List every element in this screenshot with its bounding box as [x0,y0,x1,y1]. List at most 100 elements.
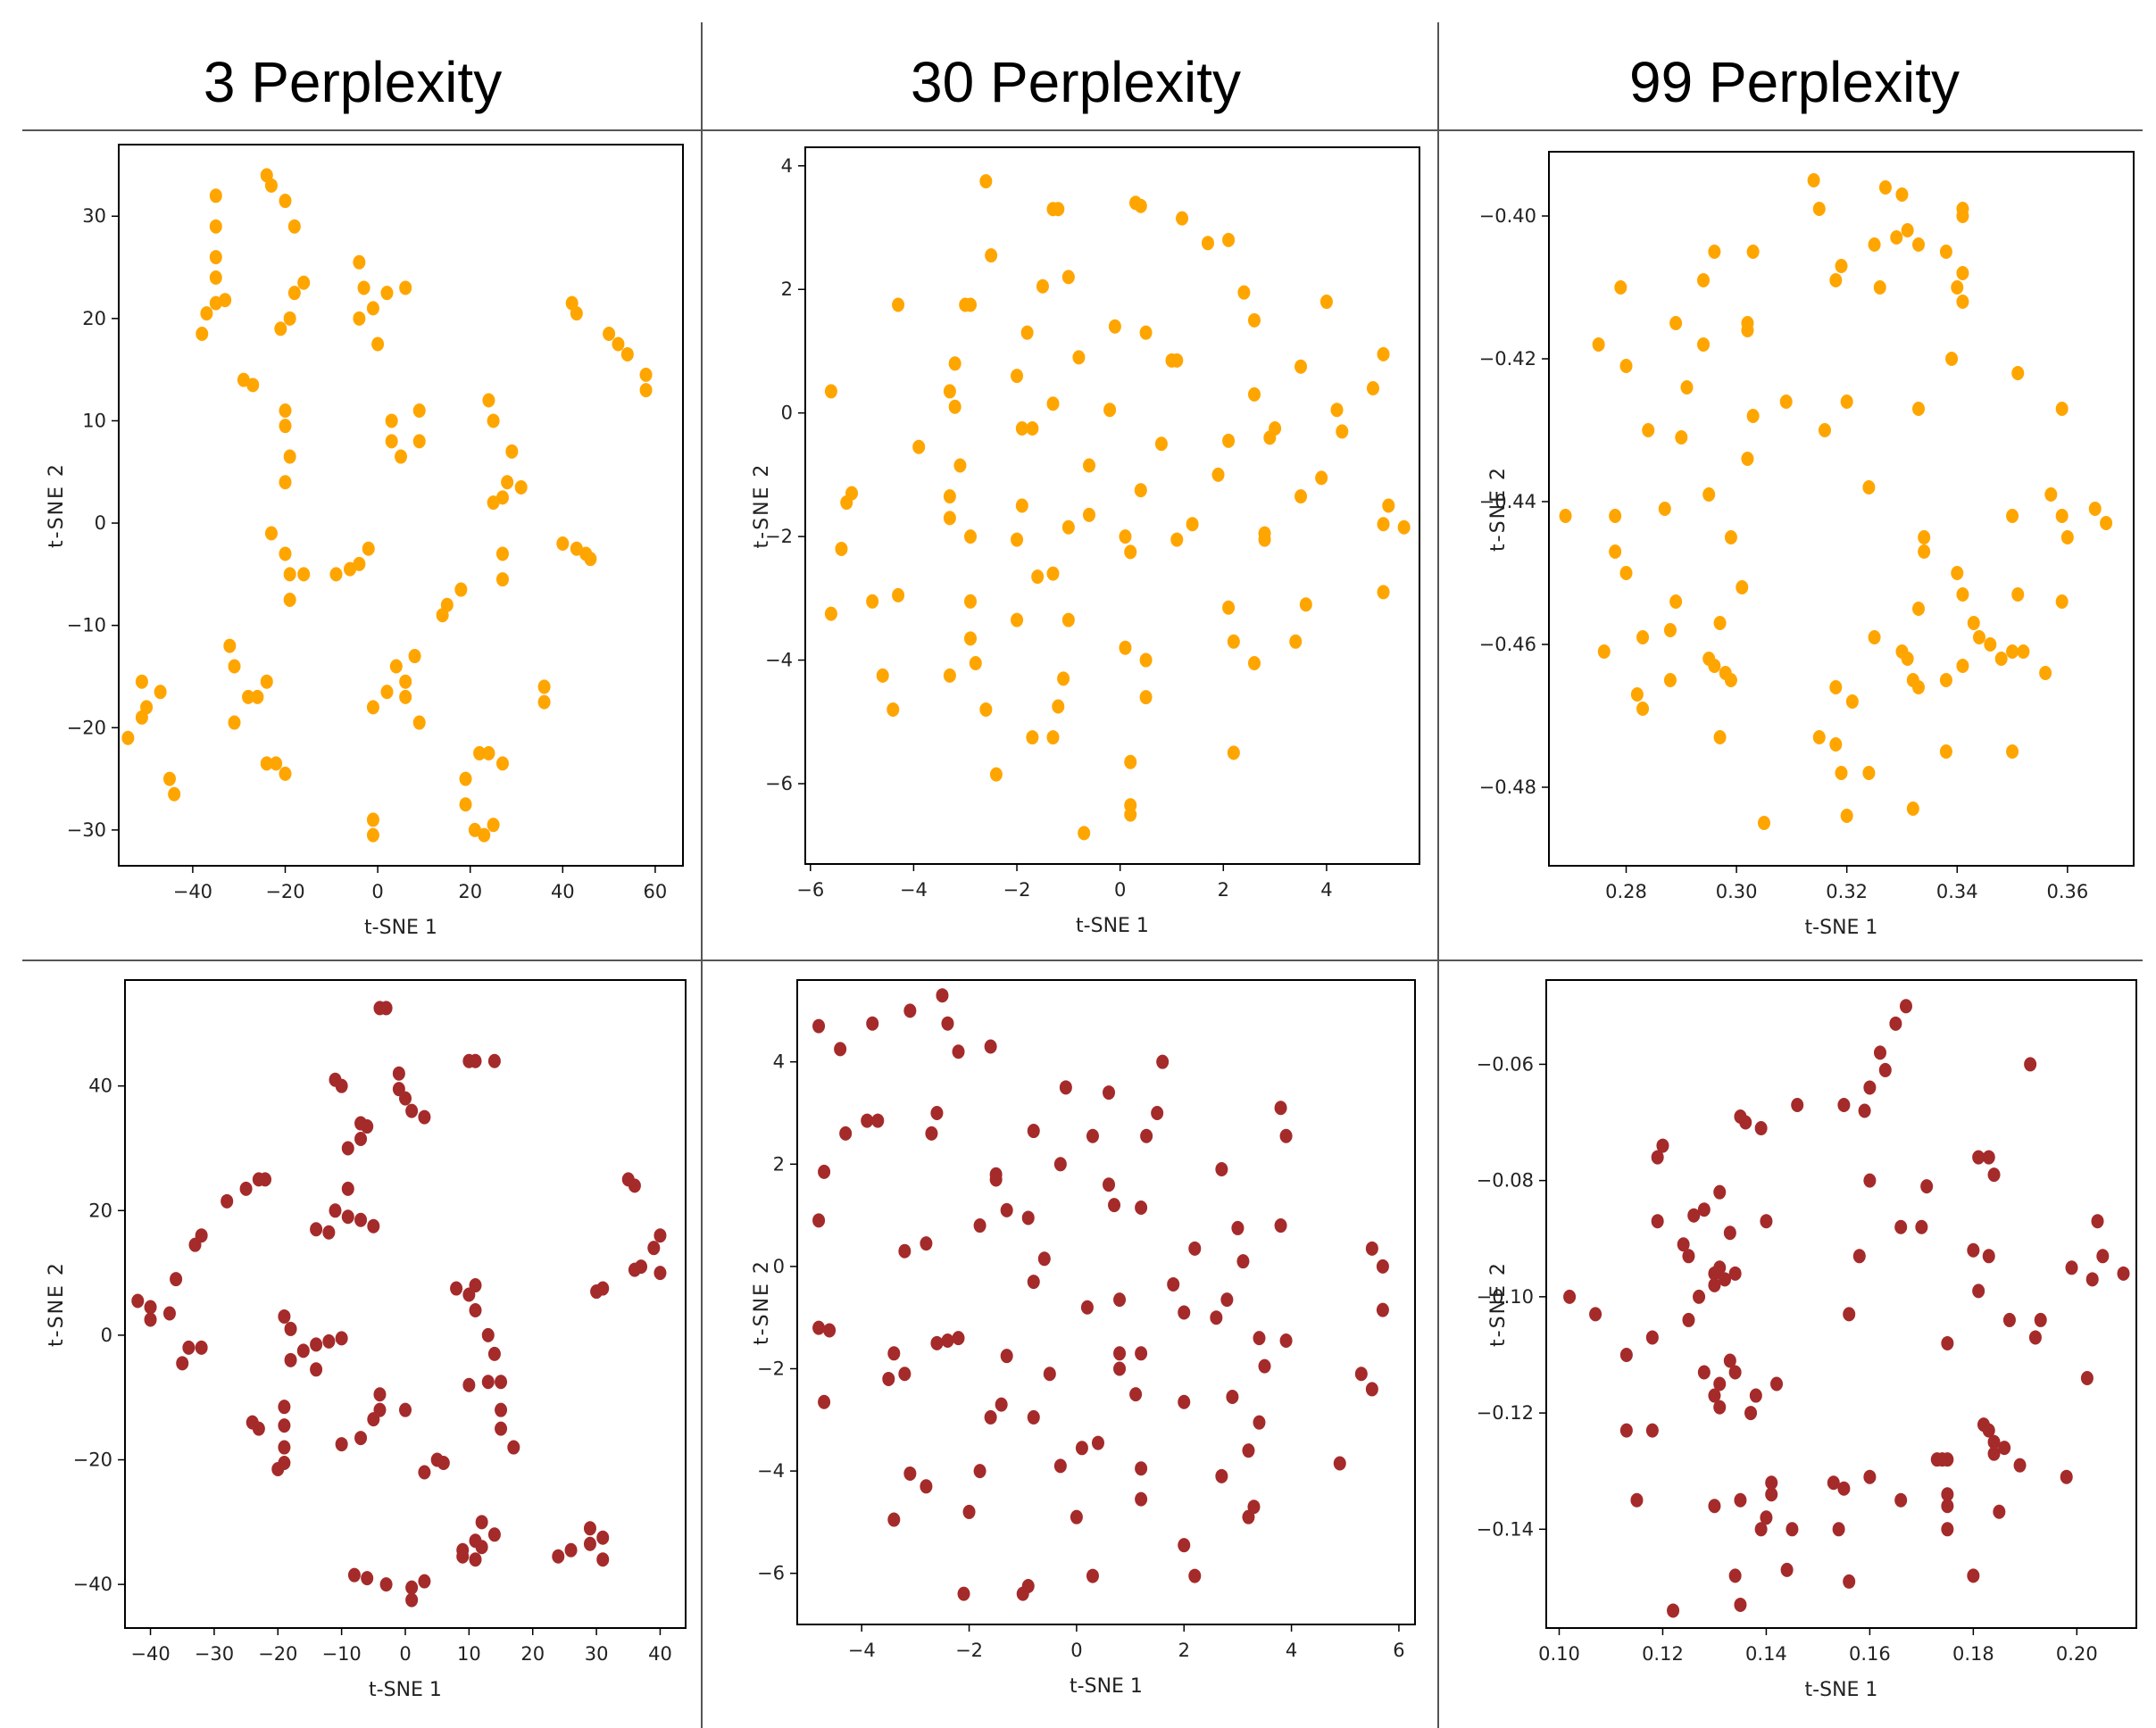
x-axis-label: t-SNE 1 [364,917,437,939]
scatter-point [279,419,292,434]
scatter-point [354,1212,368,1227]
scatter-point [1734,1492,1747,1508]
y-tick-label: 30 [82,205,106,227]
scatter-point [361,1571,374,1586]
scatter-point [505,444,519,459]
scatter-point [1744,1406,1758,1421]
scatter-point [176,1356,189,1371]
scatter-point [1156,1054,1170,1069]
x-tick-label: 0.20 [2056,1643,2098,1665]
scatter-point [570,306,583,321]
scatter-point [495,490,509,505]
scatter-point [209,270,222,285]
scatter-point [1031,569,1045,585]
scatter-point [1113,1346,1127,1361]
scatter-point [1215,1468,1228,1483]
scatter-point [2011,366,2025,380]
scatter-point [943,489,956,504]
scatter-point [1151,1105,1164,1120]
scatter-point [1862,480,1876,494]
scatter-point [1697,273,1711,287]
scatter-point [1912,680,1926,694]
y-tick-label: −6 [765,773,793,794]
scatter-point [1119,529,1132,544]
scatter-point [1215,1162,1228,1177]
scatter-point [367,1412,380,1427]
scatter-point [1236,1254,1250,1269]
scatter-point [209,219,222,234]
scatter-point [941,1016,954,1031]
scatter-point [1170,353,1184,368]
scatter-point [1656,1138,1669,1153]
scatter-point [135,710,148,725]
scatter-point [2006,644,2019,659]
scatter-point [1669,316,1683,330]
scatter-point [1951,280,1964,295]
x-tick-label: −30 [195,1643,234,1665]
scatter-point [468,822,481,837]
y-axis-label: t-SNE 2 [1487,1261,1510,1347]
scatter-point [1124,807,1137,822]
scatter-point [1294,359,1308,374]
scatter-point [1376,1302,1389,1317]
scatter-point [1053,1458,1067,1474]
scatter-point [1227,745,1240,760]
scatter-point [943,384,956,399]
scatter-point [279,194,292,209]
scatter-point [1863,1173,1877,1188]
scatter-point [952,1331,965,1346]
scatter-point [973,1218,986,1234]
scatter-point [135,674,148,689]
scatter-point [1333,1456,1346,1471]
scatter-point [1222,600,1236,615]
x-tick-label: −6 [796,879,824,901]
scatter-point [1046,730,1060,745]
scatter-point [1741,316,1754,330]
x-tick-label: 0.36 [2046,881,2088,902]
scatter-point [475,1515,488,1530]
x-tick-label: 4 [1286,1640,1297,1661]
scatter-point [1119,640,1132,655]
scatter-point [537,694,551,710]
scatter-point [984,1039,997,1054]
scatter-point [322,1225,336,1240]
scatter-point [2100,516,2113,530]
scatter-point [1167,1276,1180,1292]
scatter-point [1967,1242,1980,1258]
scatter-point [898,1243,912,1259]
scatter-point [1026,420,1039,436]
scatter-point [653,1266,667,1281]
scatter-point [1365,1241,1378,1256]
scatter-point [1222,433,1236,448]
scatter-point [1713,1376,1727,1392]
scatter-point [995,1397,1008,1412]
scatter-point [1619,359,1633,373]
scatter-point [209,188,222,204]
scatter-point [259,1172,271,1187]
scatter-point [501,475,514,490]
scatter-point [2096,1249,2110,1264]
scatter-point [1319,295,1333,310]
scatter-point [1053,1157,1067,1172]
scatter-point [456,1549,470,1564]
scatter-point [1559,509,1572,523]
scatter-point [469,1302,482,1317]
scatter-point [278,1308,291,1324]
scatter-point [1663,673,1677,687]
scatter-point [405,1103,419,1118]
scatter-point [1188,1241,1202,1256]
scatter-point [920,1479,933,1494]
scatter-point [283,311,296,326]
scatter-point [1253,1415,1266,1430]
scatter-point [2013,1458,2027,1473]
y-tick-label: 0 [95,512,106,534]
scatter-point [322,1333,336,1349]
scatter-point [1609,544,1622,559]
scatter-point [564,1542,578,1558]
scatter-point [2055,509,2069,523]
scatter-point [418,1465,431,1480]
scatter-point [347,1567,361,1583]
scatter-point [168,786,181,802]
scatter-point [1046,566,1060,581]
scatter-point [1124,544,1137,560]
